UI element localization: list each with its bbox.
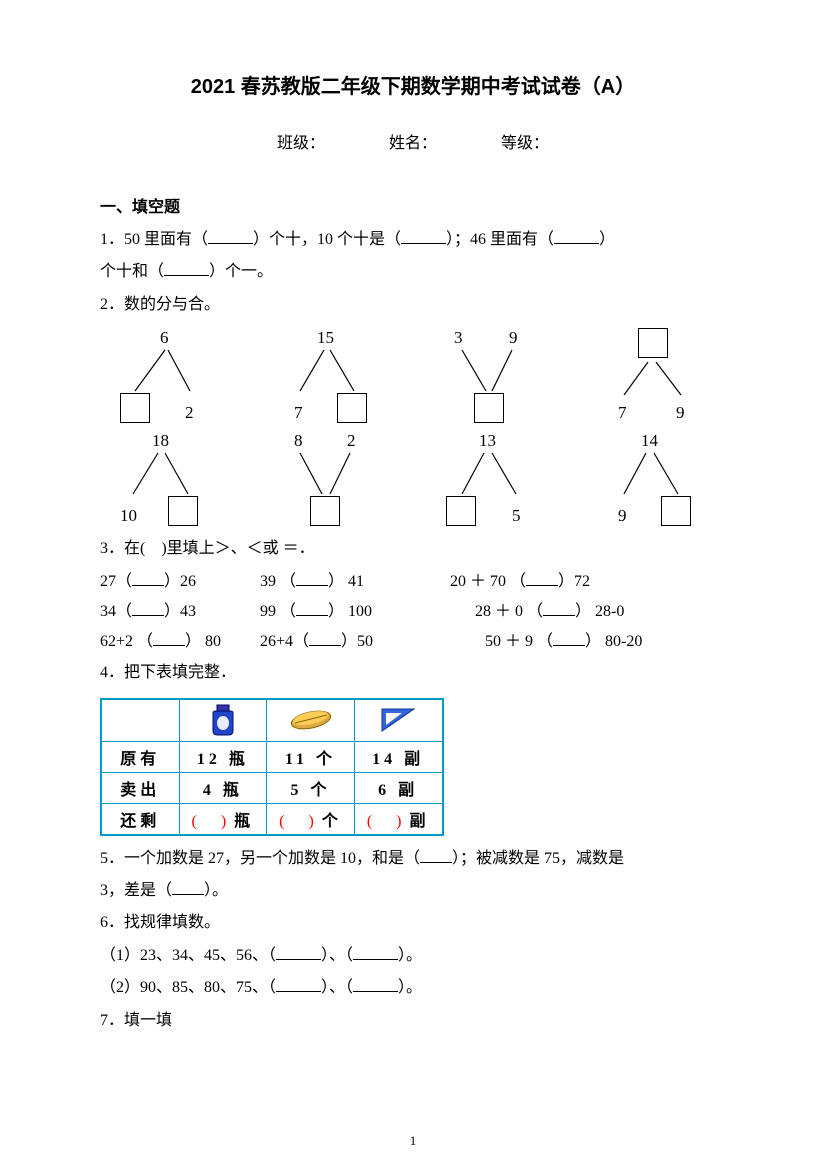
question-3: 3．在( )里填上＞、＜或 ＝． [100,534,726,564]
section-1-header: 一、填空题 [100,193,726,217]
table-cell: 5 个 [267,772,355,803]
table-cell: 14 副 [354,741,442,772]
table-cell: 原有 [101,741,179,772]
bond-diagram: 15 7 [272,328,392,423]
grade-label: 等级： [501,135,549,152]
question-5: 5．一个加数是 27，另一个加数是 10，和是（）；被减数是 75，减数是 [100,844,726,874]
compare-row: 27（）26 39 （） 41 20 ＋ 70 （）72 [100,567,726,597]
class-label: 班级： [277,135,325,152]
bond-diagram: 13 5 [434,431,554,526]
question-6: 6．找规律填数。 [100,908,726,938]
question-1-cont: 个十和（）个一。 [100,257,726,287]
compare-row: 62+2 （） 80 26+4（）50 50 ＋ 9 （） 80-20 [100,627,726,657]
pencil-case-icon [267,699,355,741]
table-cell: 11 个 [267,741,355,772]
table-cell: 卖出 [101,772,179,803]
table-cell: 4 瓶 [179,772,267,803]
ink-bottle-icon [179,699,267,741]
bonds-row-1: 6 2 15 7 3 9 7 9 [100,328,726,423]
bond-diagram: 18 10 [110,431,230,526]
bonds-row-2: 18 10 8 2 13 5 14 9 [100,431,726,526]
page-number: 1 [410,1133,417,1149]
page-title: 2021 春苏教版二年级下期数学期中考试试卷（A） [100,70,726,99]
bond-diagram: 7 9 [596,328,716,423]
question-5-cont: 3，差是（）。 [100,876,726,906]
question-1: 1．50 里面有（）个十，10 个十是（）；46 里面有（） [100,225,726,255]
table-cell: () 瓶 [179,803,267,835]
question-6-2: （2）90、85、80、75、（）、（）。 [100,973,726,1003]
compare-row: 34（）43 99 （） 100 28 ＋ 0 （） 28-0 [100,597,726,627]
question-4: 4．把下表填完整． [100,658,726,688]
table-cell: () 个 [267,803,355,835]
bond-diagram: 6 2 [110,328,230,423]
table-cell: 6 副 [354,772,442,803]
question-6-1: （1）23、34、45、56、（）、（）。 [100,941,726,971]
name-label: 姓名： [389,135,437,152]
table-cell: 12 瓶 [179,741,267,772]
q4-table: 原有 12 瓶 11 个 14 副 卖出 4 瓶 5 个 6 副 还剩 () 瓶… [100,698,726,836]
bond-diagram: 8 2 [272,431,392,526]
triangle-ruler-icon [354,699,442,741]
bond-diagram: 3 9 [434,328,554,423]
table-cell: 还剩 [101,803,179,835]
question-2: 2．数的分与合。 [100,290,726,320]
table-cell: () 副 [354,803,442,835]
student-info-line: 班级： 姓名： 等级： [100,129,726,153]
bond-diagram: 14 9 [596,431,716,526]
question-7: 7．填一填 [100,1006,726,1036]
